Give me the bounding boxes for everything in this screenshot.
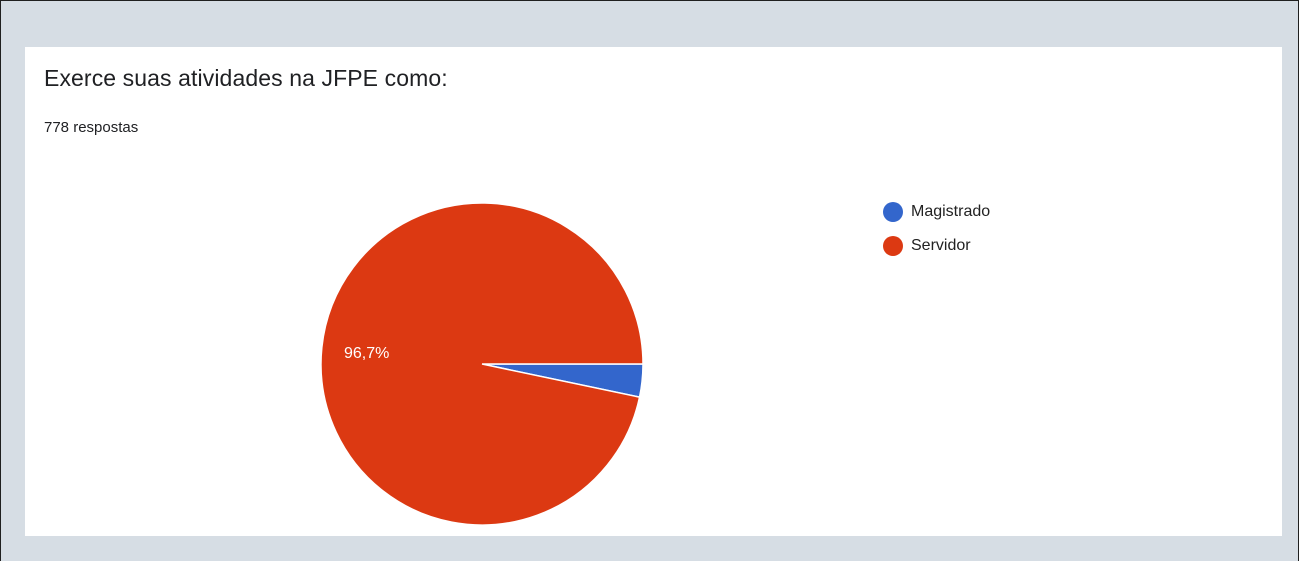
legend-swatch-icon	[883, 236, 903, 256]
response-count: 778 respostas	[44, 119, 139, 136]
chart-card: Exerce suas atividades na JFPE como: 778…	[25, 47, 1282, 536]
pie-chart: 96,7%	[320, 202, 644, 526]
slice-label-servidor: 96,7%	[344, 345, 389, 362]
legend-item-servidor[interactable]: Servidor	[883, 236, 990, 256]
legend-label: Magistrado	[911, 203, 991, 220]
legend-item-magistrado[interactable]: Magistrado	[883, 202, 991, 222]
legend-swatch-icon	[883, 202, 903, 222]
pie-slice-labels: 96,7%	[344, 345, 389, 362]
chart-title: Exerce suas atividades na JFPE como:	[44, 65, 448, 91]
pie-slices	[320, 202, 644, 526]
chart-legend: Magistrado Servidor	[883, 202, 991, 271]
legend-label: Servidor	[911, 237, 971, 254]
pie-slice-servidor[interactable]	[320, 202, 644, 526]
